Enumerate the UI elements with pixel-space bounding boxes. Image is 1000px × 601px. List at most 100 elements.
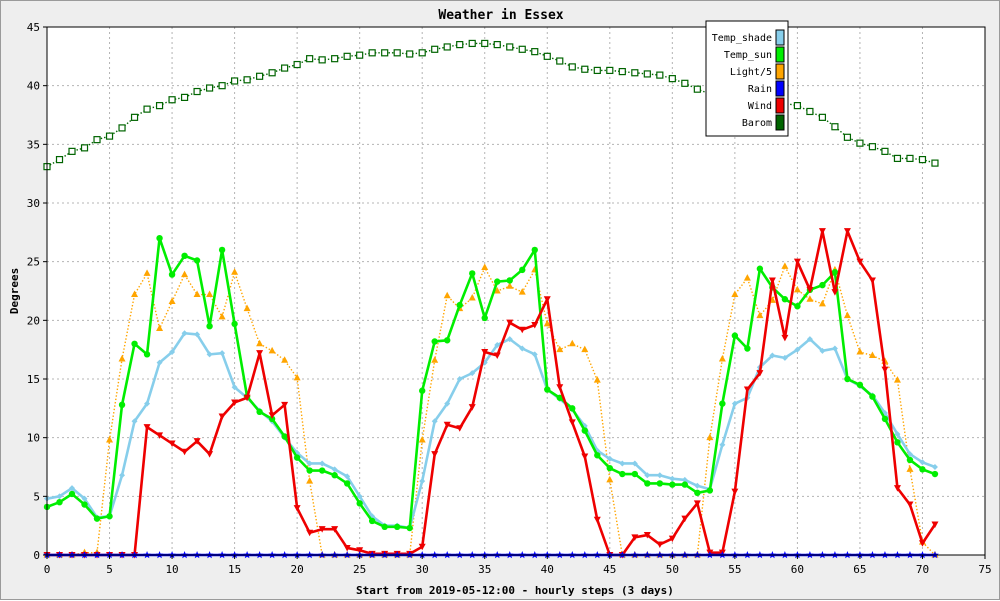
- legend-item-rain: Rain: [748, 80, 785, 97]
- barom-point: [268, 69, 276, 77]
- barom-point: [668, 75, 676, 83]
- wind-point: [543, 296, 551, 303]
- wind-point: [156, 432, 164, 439]
- legend-label: Barom: [742, 118, 772, 129]
- temp-shade-point: [619, 460, 626, 467]
- temp-sun-point: [856, 381, 864, 389]
- temp-sun-point: [669, 481, 676, 488]
- temp-shade-point: [331, 466, 338, 473]
- barom-point: [918, 155, 927, 164]
- barom-point: [593, 66, 601, 75]
- temp-sun-point: [631, 470, 639, 478]
- wind-point: [506, 319, 514, 327]
- temp-shade-point: [306, 460, 313, 467]
- barom-point: [168, 96, 176, 104]
- legend-label: Temp_shade: [712, 33, 772, 44]
- barom-point: [493, 40, 501, 49]
- temp-sun-point: [131, 340, 138, 347]
- x-tick-label: 35: [478, 563, 491, 576]
- light-5-point: [706, 433, 714, 441]
- wind-point: [306, 529, 314, 537]
- temp-sun-point: [268, 415, 276, 423]
- temp-shade-point: [156, 359, 163, 366]
- barom-point: [456, 40, 464, 49]
- temp-sun-point: [331, 472, 338, 479]
- y-tick-label: 40: [27, 80, 40, 93]
- temp-sun-point: [456, 301, 463, 309]
- barom-point: [356, 51, 364, 59]
- barom-point: [506, 43, 514, 51]
- x-tick-label: 40: [541, 563, 554, 576]
- x-tick-label: 20: [291, 563, 304, 576]
- x-tick-label: 0: [44, 563, 51, 576]
- wind-point: [243, 394, 251, 402]
- barom-point: [231, 77, 239, 85]
- temp-sun-point: [781, 296, 789, 303]
- temp-sun-point: [281, 433, 288, 440]
- wind-point: [693, 500, 701, 507]
- barom-point: [468, 39, 476, 48]
- light-5-point: [218, 312, 226, 320]
- wind-point: [206, 451, 214, 458]
- temp-sun-point: [906, 456, 914, 464]
- temp-shade-point: [56, 493, 63, 500]
- barom-point: [368, 49, 376, 57]
- light-5-point: [468, 294, 476, 301]
- temp-shade-point: [494, 341, 501, 348]
- temp-sun-point: [731, 332, 739, 339]
- light-5-point: [243, 304, 251, 312]
- temp-shade-point: [319, 460, 326, 467]
- temp-sun-point: [719, 400, 726, 407]
- temp-sun-point: [931, 470, 939, 478]
- temp-shade-point: [119, 472, 126, 479]
- temp-sun-point: [469, 270, 476, 277]
- barom-point: [818, 113, 827, 121]
- wind-point: [468, 404, 476, 411]
- temp-shade-point: [606, 455, 613, 462]
- temp-sun-point: [594, 452, 601, 459]
- x-tick-label: 70: [916, 563, 929, 576]
- temp-sun-point: [193, 257, 201, 264]
- light-5-point: [556, 345, 564, 353]
- ticks: 0 5 10 15 20 25 30 35 40 45 0 5 10 15 20 25 30 35 40 45 50 55…: [27, 21, 992, 576]
- wind-point: [593, 516, 601, 524]
- temp-shade-point: [694, 482, 701, 489]
- wind-point: [568, 419, 576, 426]
- light-5-point: [868, 351, 876, 359]
- temp-sun-point: [318, 467, 326, 474]
- light-5-point: [256, 339, 264, 347]
- legend-label: Rain: [748, 84, 772, 95]
- barom-point: [80, 144, 89, 152]
- barom-point: [418, 49, 426, 57]
- legend-box: [705, 20, 789, 137]
- temp-shade-point: [444, 400, 451, 407]
- temp-sun-point: [356, 500, 363, 507]
- light-5-point: [818, 299, 826, 307]
- temp-sun-point: [519, 266, 526, 274]
- light-5-point: [181, 270, 189, 278]
- y-axis-label: Degrees: [8, 268, 21, 314]
- temp-sun-point: [168, 271, 176, 278]
- light-5-point: [718, 355, 726, 362]
- wind-point: [493, 352, 501, 360]
- temp-sun-point: [831, 269, 839, 276]
- temp-sun-point: [644, 480, 651, 487]
- temp-shade-point: [356, 493, 363, 500]
- temp-sun-point: [656, 480, 664, 487]
- chart-title: Weather in Essex: [438, 8, 563, 23]
- temp-shade-point: [781, 354, 788, 361]
- temp-sun-point: [431, 338, 438, 345]
- wind-point: [231, 399, 239, 406]
- barom-point: [556, 57, 564, 65]
- legend-swatch: [775, 114, 785, 131]
- temp-shade-point: [631, 460, 638, 467]
- barom-point: [155, 102, 164, 110]
- legend: Temp_shade Temp_sun Light/5 Rain Wind Barom: [705, 20, 789, 137]
- barom-point: [105, 132, 114, 140]
- barom-point: [906, 154, 914, 163]
- barom-point: [243, 76, 251, 84]
- barom-point: [568, 63, 576, 71]
- temp-sun-point: [744, 345, 751, 352]
- legend-item-light-5: Light/5: [730, 63, 785, 80]
